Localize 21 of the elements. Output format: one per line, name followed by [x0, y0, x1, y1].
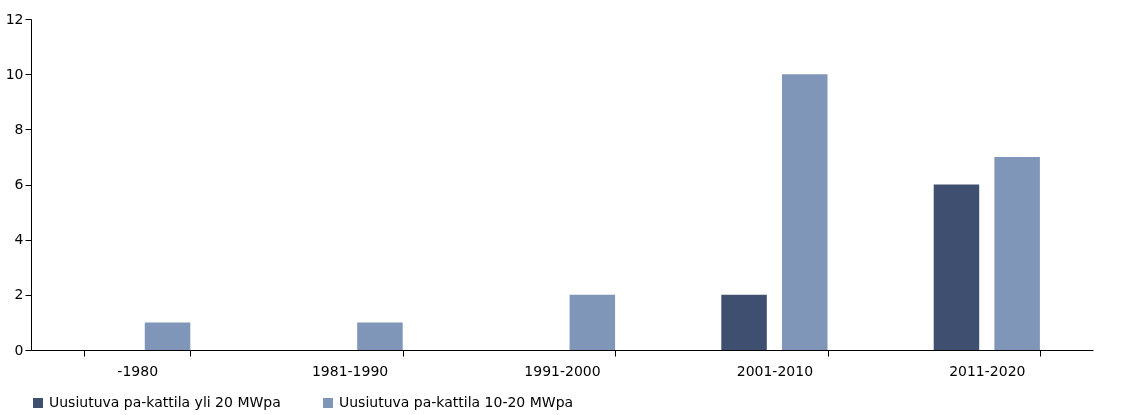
y-tick-label: 0 [14, 341, 24, 358]
x-tick-label: 1981-1990 [311, 362, 389, 379]
y-tick-label: 6 [14, 176, 24, 192]
bar [357, 322, 403, 350]
bar [721, 294, 767, 350]
legend-label: Uusiutuva pa-kattila 10-20 MWpa [339, 394, 574, 410]
y-tick-label: 8 [14, 120, 24, 137]
bar [933, 184, 980, 350]
x-tick-label: 2001-2010 [736, 362, 814, 379]
bar [781, 74, 828, 350]
y-tick-label: 12 [5, 10, 24, 27]
y-tick-label: 4 [14, 231, 24, 248]
x-tick-label: -1980 [117, 362, 159, 379]
x-tick-label: 2011-2020 [949, 362, 1026, 379]
legend-label: Uusiutuva pa-kattila yli 20 MWpa [49, 394, 281, 410]
y-tick-label: 2 [14, 286, 24, 303]
y-tick-label: 10 [5, 65, 24, 82]
x-tick-label: 1991-2000 [524, 362, 601, 379]
bar [994, 156, 1040, 350]
bar [569, 294, 616, 350]
bar [144, 322, 191, 350]
